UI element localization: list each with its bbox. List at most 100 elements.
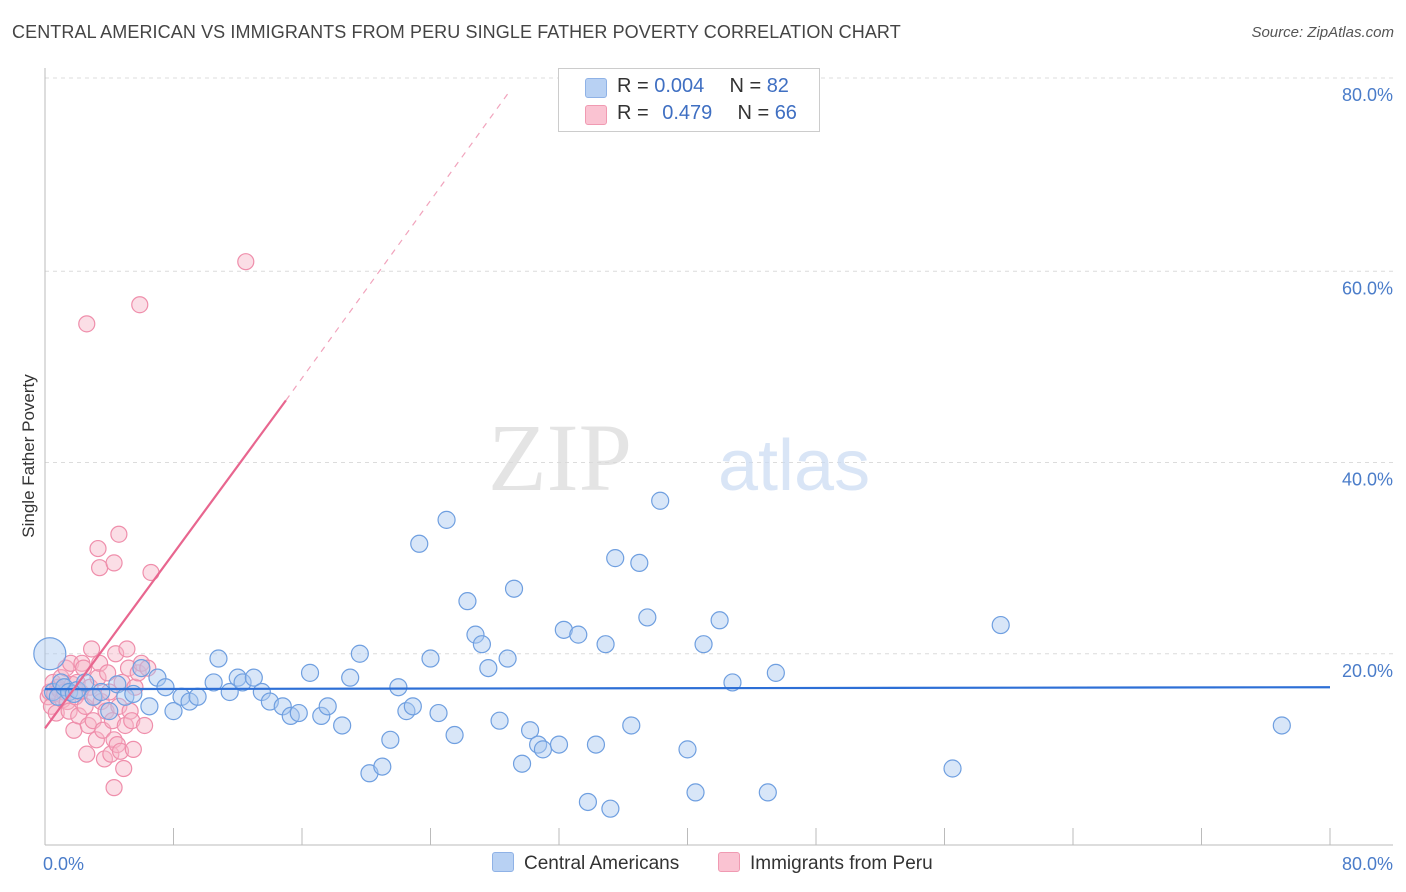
legend-swatch-pink (585, 105, 607, 125)
data-point-central-american (686, 783, 705, 802)
data-point-central-american (512, 754, 532, 773)
data-point-peru (78, 315, 96, 333)
source-credit: Source: ZipAtlas.com (1251, 24, 1394, 41)
data-point-central-american (472, 635, 491, 654)
gridlines (45, 77, 1393, 655)
stats-legend: R = 0.004 N = 82 R = 0.479 N = 66 (558, 68, 820, 132)
data-point-central-american (389, 678, 408, 697)
data-point-peru (105, 554, 123, 572)
data-point-central-american (943, 759, 962, 778)
series-central-american-points (33, 491, 1291, 818)
data-point-peru (91, 559, 109, 577)
data-point-peru (89, 539, 107, 558)
y-tick-label: 40.0% (1342, 470, 1393, 490)
watermark: ZIP atlas (488, 404, 870, 511)
data-point-peru (115, 759, 133, 778)
data-point-central-american (606, 549, 625, 568)
data-point-central-american (312, 706, 331, 726)
data-point-central-american (132, 658, 151, 678)
data-point-peru (118, 640, 136, 658)
data-point-central-american (445, 725, 464, 745)
data-point-central-american (533, 740, 553, 759)
data-point-central-american (569, 625, 588, 644)
data-point-central-american (991, 615, 1010, 635)
data-point-peru (110, 697, 128, 715)
data-point-peru (135, 716, 154, 735)
data-point-central-american (554, 620, 573, 639)
data-point-central-american (638, 608, 657, 627)
data-point-central-american (549, 735, 569, 754)
data-point-central-american (490, 711, 509, 730)
data-point-peru (103, 712, 122, 730)
data-point-central-american (466, 625, 485, 644)
legend-r-label: R = (617, 75, 649, 97)
series-peru-points (39, 253, 255, 797)
data-point-peru (105, 779, 123, 797)
data-point-peru (131, 296, 149, 314)
bottom-legend-peru: Immigrants from Peru (718, 852, 933, 875)
data-point-peru (82, 640, 101, 658)
y-axis-label: Single Father Poverty (19, 374, 38, 538)
data-point-central-american (289, 703, 308, 723)
data-point-peru (123, 712, 141, 730)
legend-n-label: N = (729, 75, 762, 97)
y-tick-label: 20.0% (1342, 661, 1393, 681)
data-point-central-american (333, 716, 352, 735)
data-point-central-american (578, 792, 598, 812)
data-point-central-american (209, 649, 228, 668)
data-point-central-american (233, 673, 252, 692)
data-point-central-american (156, 678, 175, 697)
data-point-central-american (188, 687, 207, 706)
data-point-peru (237, 253, 255, 271)
legend-r-value: 0.479 (662, 102, 713, 124)
chart-title: CENTRAL AMERICAN VS IMMIGRANTS FROM PERU… (12, 22, 901, 42)
bottom-legend-swatch-pink (718, 852, 740, 872)
watermark-zip: ZIP (488, 404, 632, 511)
data-point-central-american (421, 649, 440, 668)
data-point-central-american (766, 663, 785, 682)
data-point-central-american (381, 730, 400, 749)
data-point-central-american (622, 716, 641, 735)
data-point-central-american (164, 702, 183, 721)
data-point-central-american (244, 668, 263, 687)
x-tick-label: 0.0% (43, 854, 84, 874)
data-point-central-american (300, 663, 320, 682)
watermark-atlas: atlas (718, 426, 870, 506)
data-point-central-american (498, 649, 517, 668)
data-point-central-american (92, 682, 111, 702)
x-tick-label: 80.0% (1342, 854, 1393, 874)
trend-line-central-americans (44, 686, 1331, 691)
data-point-peru (110, 525, 128, 543)
data-point-central-american (758, 783, 777, 802)
legend-n-value: 82 (766, 75, 789, 97)
data-point-peru (102, 745, 120, 763)
trend-lines (44, 89, 1331, 729)
data-point-central-american (318, 697, 337, 716)
legend-r-value: 0.004 (654, 75, 705, 97)
data-point-central-american (596, 635, 615, 654)
data-point-central-american (341, 668, 360, 687)
legend-n-value: 66 (774, 102, 797, 124)
axes: 20.0% 40.0% 60.0% 80.0% 0.0% 80.0% (43, 68, 1393, 874)
data-point-peru (99, 664, 117, 682)
data-point-central-american (630, 553, 649, 573)
y-tick-label: 80.0% (1342, 85, 1393, 105)
legend-swatch-blue (585, 78, 607, 98)
data-point-peru (107, 645, 125, 663)
data-point-central-american (710, 611, 729, 630)
data-point-central-american (350, 644, 369, 663)
data-point-peru (87, 731, 106, 749)
data-point-central-american (504, 579, 524, 598)
data-point-central-american (586, 735, 606, 754)
data-point-central-american (33, 637, 67, 671)
bottom-legend-swatch-blue (492, 852, 514, 872)
bottom-legend-label: Central Americans (524, 853, 680, 874)
data-point-central-american (458, 592, 477, 611)
data-point-central-american (601, 799, 620, 818)
data-point-central-american (140, 697, 159, 716)
data-point-central-american (429, 703, 448, 723)
data-point-central-american (100, 702, 119, 721)
data-point-peru (124, 740, 142, 758)
data-point-central-american (520, 721, 540, 740)
